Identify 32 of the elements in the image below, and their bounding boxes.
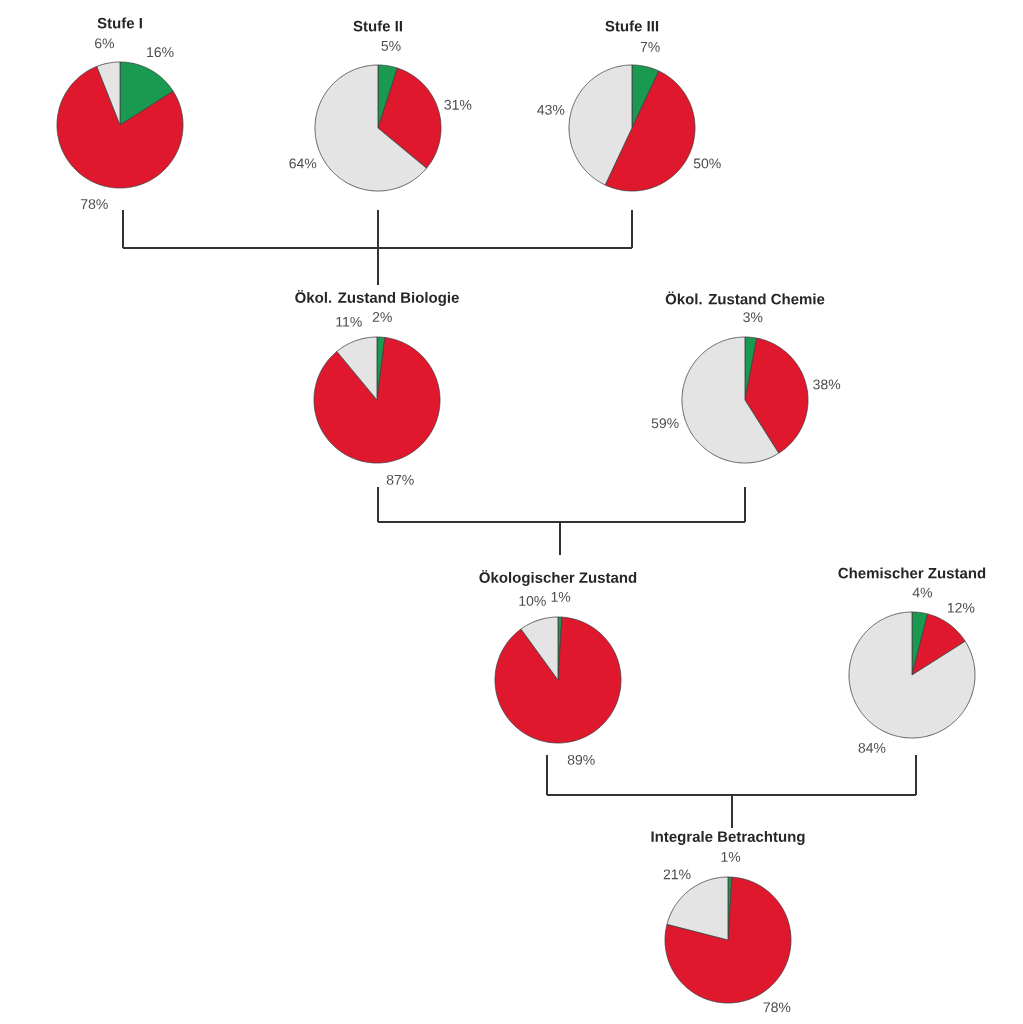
data-label: 59% [651, 418, 679, 429]
data-label: 64% [289, 158, 317, 169]
data-label: 89% [567, 754, 595, 765]
data-label: 31% [444, 99, 472, 110]
data-label: 6% [95, 38, 115, 49]
chart-title: Stufe I [97, 17, 142, 29]
data-label: 5% [381, 40, 401, 51]
data-label: 87% [386, 474, 414, 485]
data-label: 43% [537, 104, 565, 115]
data-label: 1% [721, 852, 741, 862]
chart-title: Ökologischer Zustand [479, 569, 637, 586]
chart-title: Integrale Betrachtung [651, 830, 805, 845]
data-label: 4% [912, 587, 933, 598]
chart-title: Ökol. Zustand Biologie [295, 289, 459, 306]
data-label: 21% [663, 869, 691, 880]
data-label: 2% [372, 312, 392, 322]
data-label: 50% [693, 158, 721, 169]
chart-title: Stufe III [605, 20, 659, 32]
data-label: 11% [336, 316, 362, 327]
data-label: 84% [858, 742, 886, 753]
chart-title: Chemischer Zustand [838, 567, 986, 579]
data-label: 10% [519, 595, 546, 606]
chart-title: Ökol. Zustand Chemie [665, 291, 825, 305]
data-label: 1% [551, 592, 571, 602]
data-label: 16% [147, 47, 174, 58]
data-label: 38% [813, 379, 841, 390]
data-label: 78% [763, 1002, 791, 1013]
data-label: 7% [640, 41, 660, 52]
data-label: 3% [743, 312, 763, 323]
chart-title: Stufe II [353, 20, 402, 32]
data-label: 78% [81, 199, 108, 210]
data-label: 12% [947, 602, 975, 613]
